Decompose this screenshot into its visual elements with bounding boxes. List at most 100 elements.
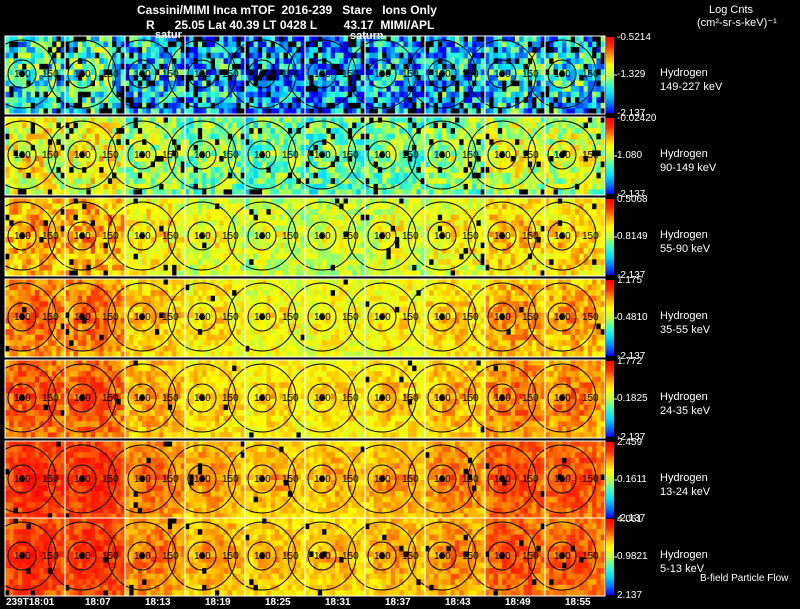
image-panel: 180 150 <box>0 36 66 115</box>
panel-label-inner: 180 <box>74 150 91 161</box>
species-label: Hydrogen <box>660 229 708 241</box>
time-label: 18:43 <box>445 597 471 608</box>
time-label: 239T18:01 <box>6 597 55 608</box>
panel-label-outer: 150 <box>342 474 359 485</box>
panel-label-inner: 180 <box>314 312 331 323</box>
panel-label-inner: 180 <box>554 150 571 161</box>
image-panel: 180 150 <box>347 117 426 196</box>
colorbar-mid-value: -1.329 <box>617 69 646 80</box>
panel-label-inner: 180 <box>254 393 271 404</box>
panel-label-outer: 150 <box>582 551 599 562</box>
colorbar-mid-value: 1.080 <box>617 150 643 161</box>
colorbar-min-value: -2.137 <box>617 351 646 362</box>
panel-label-outer: 150 <box>462 231 479 242</box>
image-panel: 180 150 <box>227 36 306 115</box>
row-label: Hydrogen 149-227 keV <box>660 66 722 94</box>
energy-range-label: 149-227 keV <box>660 81 723 93</box>
panel-label-outer: 150 <box>582 150 599 161</box>
image-panel: 180 150 <box>107 441 186 520</box>
image-panel: 180 150 <box>527 198 606 277</box>
time-label: 18:31 <box>325 597 351 608</box>
panel-label-outer: 150 <box>522 551 539 562</box>
row-label: Hydrogen 55-90 keV <box>660 228 710 256</box>
image-panel: 180 150 <box>47 36 126 115</box>
colorbar <box>606 519 614 595</box>
colorbar-mid-value: 0.1611 <box>617 474 647 485</box>
colorbar-mid-value: 0.4810 <box>617 312 648 323</box>
panel-label-outer: 150 <box>402 393 419 404</box>
colorbar <box>606 442 614 518</box>
colorbar-min-value: -2.137 <box>617 513 646 524</box>
image-panel: 180 150 <box>107 117 186 196</box>
panel-label-outer: 150 <box>402 474 419 485</box>
image-panel: 180 150 <box>527 441 606 520</box>
time-label: 18:37 <box>385 597 411 608</box>
colorbar-min-value: -2.137 <box>617 189 646 200</box>
panel-label-inner: 180 <box>314 150 331 161</box>
plot-title: Cassini/MIMI Inca mTOF 2016-239 Stare Io… <box>137 3 437 17</box>
image-panel: 180 150 <box>407 360 486 439</box>
panel-label-outer: 150 <box>222 150 239 161</box>
panel-label-inner: 180 <box>194 69 211 80</box>
image-panel: 180 150 <box>467 441 546 520</box>
panel-label-outer: 150 <box>282 474 299 485</box>
panel-label-inner: 180 <box>494 312 511 323</box>
image-panel: 180 150 <box>227 518 306 597</box>
image-panel: 180 150 <box>107 198 186 277</box>
units-title: Log Cnts <box>709 4 754 16</box>
panel-label-inner: 180 <box>314 393 331 404</box>
panel-label-inner: 180 <box>254 150 271 161</box>
panel-label-inner: 180 <box>374 393 391 404</box>
image-panel: 180 150 <box>47 279 126 358</box>
image-panel: 180 150 <box>347 279 426 358</box>
image-panel: 180 150 <box>167 117 246 196</box>
panel-label-inner: 180 <box>14 231 31 242</box>
image-panel: 180 150 <box>467 36 546 115</box>
image-panel: 180 150 <box>347 441 426 520</box>
image-panel: 180 150 <box>47 518 126 597</box>
image-panel: 180 150 <box>527 279 606 358</box>
panel-label-outer: 150 <box>402 312 419 323</box>
panel-label-inner: 180 <box>254 474 271 485</box>
image-panel: 180 150 <box>287 360 366 439</box>
image-panel: 180 150 <box>47 441 126 520</box>
panel-label-inner: 180 <box>434 69 451 80</box>
colorbar-max-value: -0.02420 <box>617 113 657 124</box>
panel-label-inner: 180 <box>134 474 151 485</box>
panel-label-inner: 180 <box>134 393 151 404</box>
panel-label-outer: 150 <box>582 393 599 404</box>
time-label: 18:07 <box>85 597 111 608</box>
image-panel: 180 150 <box>0 441 66 520</box>
panel-label-inner: 180 <box>434 393 451 404</box>
image-panel: 180 150 <box>227 279 306 358</box>
colorbar-max-value: 0.5068 <box>617 194 648 205</box>
panel-label-inner: 180 <box>14 393 31 404</box>
colorbar-min-value: -2.137 <box>617 270 646 281</box>
panel-label-inner: 180 <box>494 150 511 161</box>
panel-label-outer: 150 <box>222 393 239 404</box>
time-label: 18:55 <box>565 597 591 608</box>
image-panel: 180 150 <box>347 36 426 115</box>
panel-label-outer: 150 <box>582 312 599 323</box>
panel-label-outer: 150 <box>462 69 479 80</box>
panel-label-inner: 180 <box>254 312 271 323</box>
panel-label-outer: 150 <box>402 231 419 242</box>
panel-label-inner: 180 <box>14 474 31 485</box>
row-label: Hydrogen 35-55 keV <box>660 309 710 337</box>
image-panel: 180 150 <box>467 198 546 277</box>
panel-label-outer: 150 <box>222 69 239 80</box>
image-panel: 180 150 <box>0 117 66 196</box>
image-panel: 180 150 <box>347 198 426 277</box>
panel-label-inner: 180 <box>374 231 391 242</box>
panel-label-inner: 180 <box>554 551 571 562</box>
panel-label-outer: 150 <box>282 231 299 242</box>
image-panel: 180 150 <box>467 279 546 358</box>
footer-label: B-field Particle Flow <box>700 573 789 584</box>
panel-label-inner: 180 <box>194 312 211 323</box>
energy-range-label: 55-90 keV <box>660 243 711 255</box>
panel-label-outer: 150 <box>462 474 479 485</box>
image-panel: 180 150 <box>287 518 366 597</box>
colorbar-mid-value: 0.1825 <box>617 393 648 404</box>
panel-label-outer: 150 <box>582 231 599 242</box>
image-panel: 180 150 <box>227 360 306 439</box>
